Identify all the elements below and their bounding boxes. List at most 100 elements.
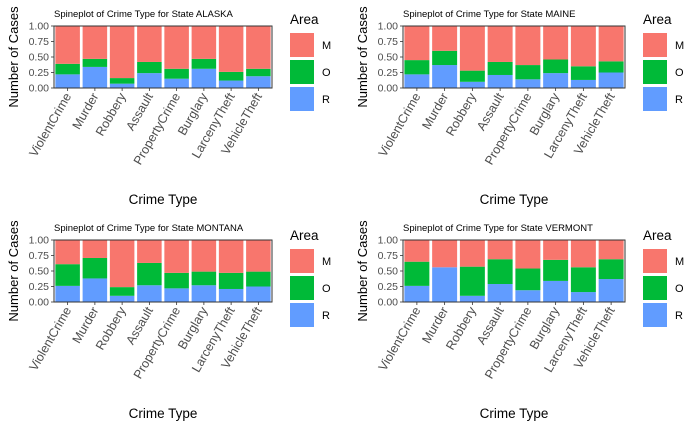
x-axis-label: Crime Type bbox=[480, 192, 549, 207]
bar-O-PropertyCrime bbox=[164, 68, 189, 79]
bar-M-Burglary bbox=[191, 240, 217, 272]
bar-M-VehicleTheft bbox=[598, 240, 624, 260]
bar-M-PropertyCrime bbox=[515, 240, 541, 269]
bar-M-VehicleTheft bbox=[246, 240, 271, 272]
bar-R-VehicleTheft bbox=[598, 279, 624, 302]
bar-O-ViolentCrime bbox=[55, 63, 80, 75]
y-tick-label: 0.25 bbox=[29, 281, 50, 293]
y-tick-label: 0.50 bbox=[378, 52, 399, 64]
bar-O-Assault bbox=[487, 259, 513, 285]
y-tick-label: 0.75 bbox=[29, 250, 50, 262]
bar-R-Robbery bbox=[109, 295, 135, 302]
bar-R-Burglary bbox=[543, 73, 569, 88]
plot-border bbox=[53, 239, 273, 303]
chart-panel-2: Spineplot of Crime Type for State MONTAN… bbox=[6, 220, 331, 421]
bar-M-Assault bbox=[137, 26, 162, 62]
chart-panel-3: Spineplot of Crime Type for State VERMON… bbox=[355, 220, 684, 421]
plot-border bbox=[402, 25, 626, 89]
bar-O-Burglary bbox=[191, 58, 217, 69]
bar-M-Murder bbox=[82, 240, 108, 258]
x-tick-label: ViolentCrime bbox=[376, 304, 424, 373]
bar-M-Assault bbox=[137, 240, 162, 263]
bar-O-Burglary bbox=[543, 59, 569, 74]
legend-label-M: M bbox=[322, 40, 331, 52]
bar-M-PropertyCrime bbox=[164, 26, 189, 69]
legend-key-M bbox=[290, 249, 314, 273]
y-tick-label: 0.75 bbox=[378, 250, 399, 262]
bar-M-Robbery bbox=[459, 26, 485, 71]
legend-key-R bbox=[290, 303, 314, 327]
bar-O-Assault bbox=[137, 61, 162, 74]
bar-O-Robbery bbox=[109, 287, 135, 296]
bar-O-LarcenyTheft bbox=[218, 272, 244, 289]
bar-R-ViolentCrime bbox=[404, 285, 430, 302]
bar-M-Assault bbox=[487, 26, 513, 62]
bar-O-Robbery bbox=[459, 266, 485, 296]
bar-R-ViolentCrime bbox=[404, 74, 430, 88]
bar-R-LarcenyTheft bbox=[218, 288, 244, 302]
x-tick-label: ViolentCrime bbox=[26, 304, 74, 373]
bar-M-Burglary bbox=[543, 240, 569, 260]
bar-O-Robbery bbox=[459, 70, 485, 82]
y-tick-label: 0.00 bbox=[29, 83, 50, 95]
x-axis-label: Crime Type bbox=[480, 406, 549, 421]
bar-M-Burglary bbox=[543, 26, 569, 60]
legend-key-R bbox=[643, 87, 667, 111]
bar-R-PropertyCrime bbox=[164, 288, 189, 302]
bar-R-Murder bbox=[432, 65, 458, 88]
bar-R-LarcenyTheft bbox=[218, 80, 244, 88]
y-tick-label: 0.50 bbox=[378, 266, 399, 278]
bar-M-PropertyCrime bbox=[515, 26, 541, 66]
bar-O-Burglary bbox=[543, 259, 569, 281]
y-tick-label: 0.00 bbox=[378, 83, 399, 95]
legend-key-M bbox=[643, 33, 667, 57]
bar-R-VehicleTheft bbox=[598, 72, 624, 88]
legend-label-O: O bbox=[322, 283, 331, 295]
bar-R-Burglary bbox=[191, 68, 217, 88]
bar-R-Murder bbox=[432, 267, 458, 302]
bar-O-ViolentCrime bbox=[404, 261, 430, 286]
bar-O-VehicleTheft bbox=[246, 68, 271, 77]
legend-title: Area bbox=[290, 12, 319, 27]
legend-label-M: M bbox=[675, 256, 684, 268]
bar-R-Robbery bbox=[109, 83, 135, 88]
bar-R-Murder bbox=[82, 278, 108, 302]
bar-O-LarcenyTheft bbox=[570, 267, 596, 293]
y-tick-label: 0.25 bbox=[378, 281, 399, 293]
bar-M-VehicleTheft bbox=[246, 26, 271, 69]
bar-M-Murder bbox=[82, 26, 108, 59]
bar-O-LarcenyTheft bbox=[218, 71, 244, 81]
y-tick-label: 0.00 bbox=[29, 297, 50, 309]
bar-R-Murder bbox=[82, 66, 108, 88]
bar-R-LarcenyTheft bbox=[570, 79, 596, 88]
y-tick-label: 0.25 bbox=[29, 67, 50, 79]
legend-label-O: O bbox=[675, 67, 684, 79]
bar-O-VehicleTheft bbox=[598, 259, 624, 280]
chart-panel-1: Spineplot of Crime Type for State MAINE N… bbox=[355, 6, 684, 207]
y-axis-label: Number of Cases bbox=[6, 220, 21, 322]
y-tick-label: 0.25 bbox=[378, 67, 399, 79]
y-axis-label: Number of Cases bbox=[355, 220, 370, 322]
y-tick-label: 0.75 bbox=[29, 36, 50, 48]
bar-O-Assault bbox=[487, 61, 513, 75]
legend-key-O bbox=[290, 60, 314, 84]
bar-O-Assault bbox=[137, 262, 162, 286]
bar-R-Burglary bbox=[543, 280, 569, 302]
bar-R-Robbery bbox=[459, 81, 485, 88]
bar-O-ViolentCrime bbox=[404, 60, 430, 75]
legend-label-R: R bbox=[322, 94, 330, 106]
bar-R-Burglary bbox=[191, 285, 217, 302]
y-tick-label: 1.00 bbox=[378, 235, 399, 247]
x-axis-label: Crime Type bbox=[129, 192, 198, 207]
bar-M-Robbery bbox=[109, 240, 135, 288]
bar-M-LarcenyTheft bbox=[218, 240, 244, 273]
y-tick-label: 1.00 bbox=[29, 21, 50, 33]
bar-O-Murder bbox=[82, 58, 108, 67]
chart-panel-0: Spineplot of Crime Type for State ALASKA… bbox=[6, 6, 331, 207]
chart-title: Spineplot of Crime Type for State MAINE bbox=[403, 9, 575, 20]
chart-title: Spineplot of Crime Type for State VERMON… bbox=[403, 223, 593, 234]
bar-R-Assault bbox=[137, 285, 162, 302]
y-tick-label: 0.50 bbox=[29, 52, 50, 64]
bar-M-LarcenyTheft bbox=[570, 26, 596, 67]
